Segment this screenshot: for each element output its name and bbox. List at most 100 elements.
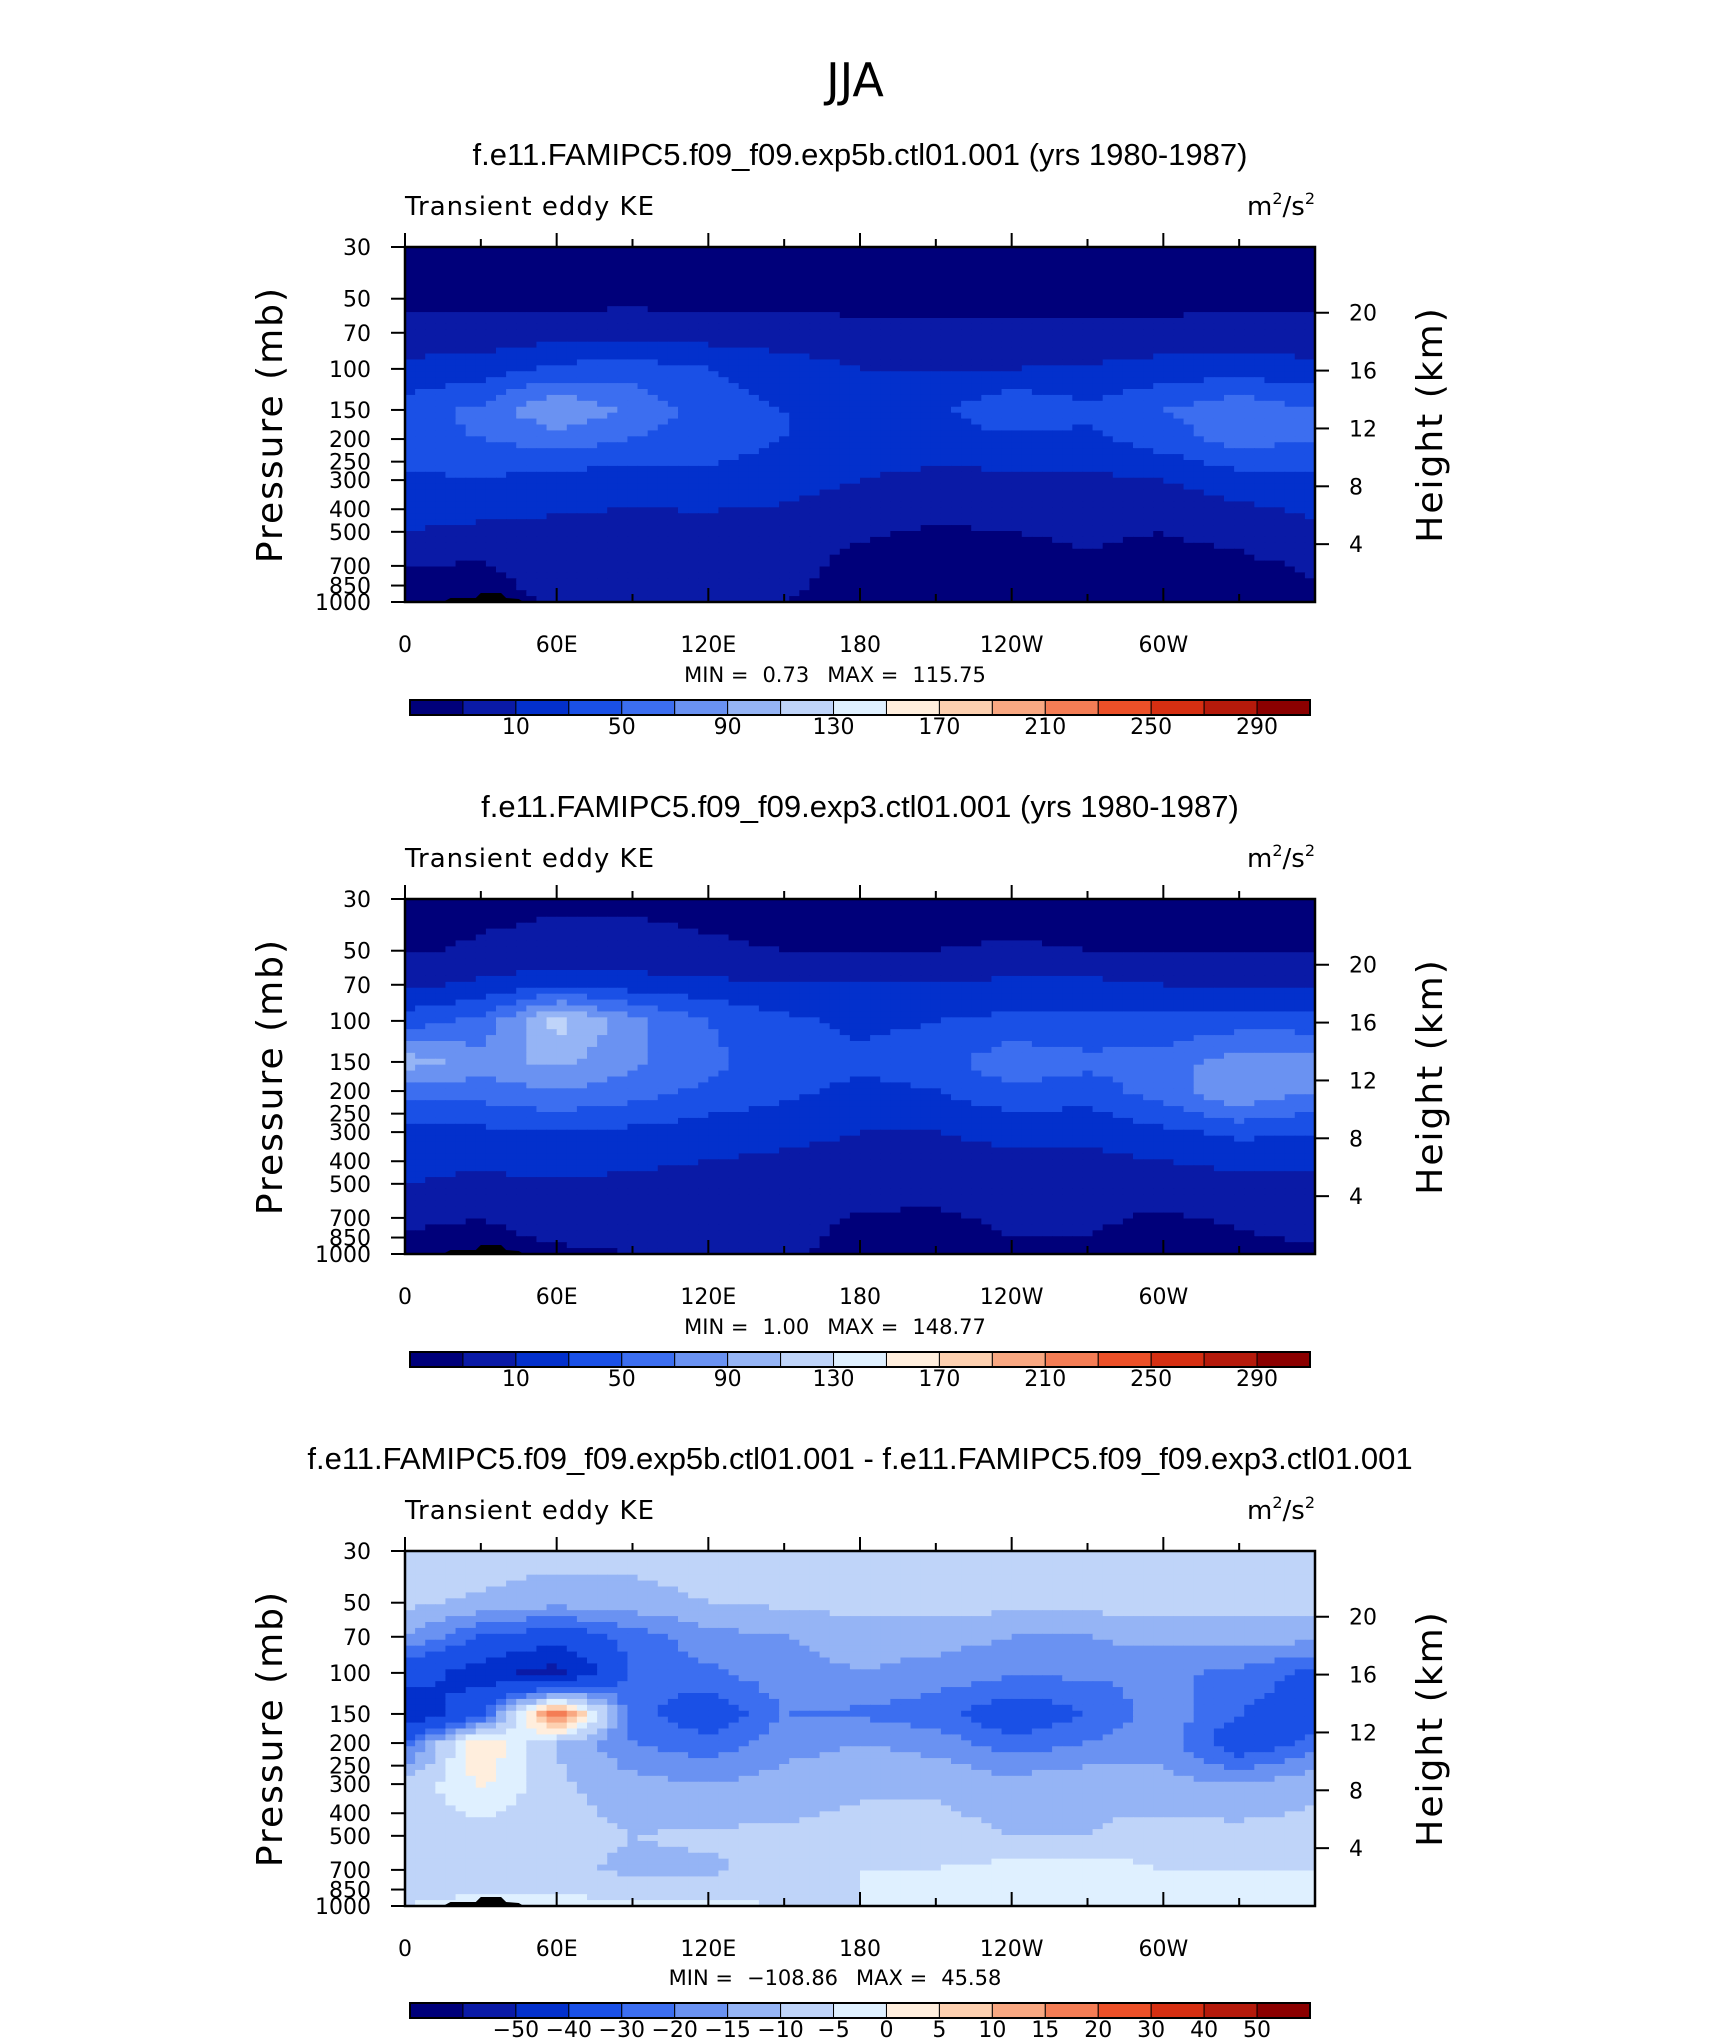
field-cell [566, 507, 578, 514]
field-cell [597, 507, 608, 514]
field-cell [688, 300, 699, 307]
field-cell [405, 507, 416, 514]
field-cell [647, 460, 659, 467]
field-cell [1133, 448, 1144, 455]
field-cell [1133, 507, 1144, 514]
field-cell [981, 383, 993, 390]
field-cell [1042, 513, 1053, 520]
field-cell [485, 495, 497, 503]
field-cell [1193, 531, 1205, 538]
field-cell [546, 572, 558, 579]
field-cell [971, 536, 982, 544]
field-cell [900, 347, 912, 355]
field-cell [920, 377, 932, 384]
field-cell [415, 365, 426, 372]
field-cell [779, 394, 790, 402]
field-cell [566, 483, 578, 491]
field-cell [718, 306, 730, 313]
field-cell [415, 430, 426, 437]
field-cell [1102, 442, 1114, 449]
field-cell [698, 294, 709, 301]
field-cell [870, 389, 881, 396]
field-cell [667, 323, 679, 331]
field-cell [819, 454, 831, 461]
field-cell [1042, 335, 1053, 343]
field-cell [728, 477, 740, 485]
field-cell [860, 548, 871, 556]
field-cell [971, 548, 982, 556]
field-cell [1183, 548, 1195, 556]
field-cell [890, 519, 902, 526]
field-cell [1264, 365, 1276, 372]
field-cell [1234, 318, 1245, 325]
field-cell [465, 252, 477, 260]
field-cell [1244, 477, 1255, 485]
field-cell [1153, 548, 1164, 556]
field-cell [485, 329, 497, 337]
field-cell [1264, 531, 1276, 538]
field-cell [647, 507, 659, 514]
field-cell [1213, 247, 1225, 254]
field-cell [1153, 377, 1164, 384]
field-cell [1153, 477, 1164, 485]
field-cell [1062, 471, 1073, 479]
field-cell [900, 276, 912, 284]
field-cell [657, 566, 669, 574]
field-cell [1244, 252, 1255, 260]
field-cell [728, 495, 740, 503]
field-cell [829, 513, 841, 520]
field-cell [1213, 418, 1225, 426]
field-cell [1133, 341, 1144, 349]
field-cell [597, 525, 608, 532]
field-cell [1082, 465, 1094, 473]
field-cell [587, 329, 598, 337]
field-cell [526, 424, 538, 432]
field-cell [900, 471, 912, 479]
field-cell [1213, 359, 1225, 366]
field-cell [829, 383, 841, 390]
field-cell [617, 519, 629, 526]
field-cell [1092, 542, 1104, 550]
field-cell [1102, 507, 1114, 514]
field-cell [657, 572, 669, 579]
field-cell [748, 294, 760, 301]
field-cell [1052, 335, 1063, 343]
field-cell [1183, 454, 1195, 461]
field-cell [789, 365, 800, 372]
field-cell [485, 270, 497, 278]
field-cell [849, 531, 861, 538]
field-cell [566, 418, 578, 426]
field-cell [748, 542, 760, 550]
field-cell [647, 542, 659, 550]
field-cell [465, 418, 477, 426]
field-cell [1284, 465, 1296, 473]
field-cell [758, 377, 770, 384]
field-cell [678, 572, 689, 579]
field-cell [1042, 548, 1053, 556]
field-cell [789, 531, 800, 538]
field-cell [930, 264, 942, 272]
field-cell [576, 400, 588, 408]
field-cell [1122, 525, 1134, 532]
field-cell [849, 247, 861, 254]
field-cell [546, 264, 558, 272]
field-cell [1001, 566, 1013, 574]
field-cell [738, 465, 750, 473]
field-cell [809, 531, 821, 538]
field-cell [769, 359, 780, 366]
field-cell [1102, 531, 1114, 538]
field-cell [1052, 276, 1063, 284]
field-cell [1001, 430, 1013, 437]
field-cell [920, 436, 932, 443]
field-cell [1062, 406, 1073, 414]
field-cell [1203, 294, 1215, 301]
field-cell [1244, 483, 1255, 491]
field-cell [445, 247, 457, 254]
field-cell [890, 252, 902, 260]
field-cell [536, 318, 548, 325]
field-cell [516, 359, 527, 366]
field-cell [617, 400, 629, 408]
field-cell [637, 347, 649, 355]
field-cell [1254, 329, 1266, 337]
field-cell [1203, 542, 1215, 550]
